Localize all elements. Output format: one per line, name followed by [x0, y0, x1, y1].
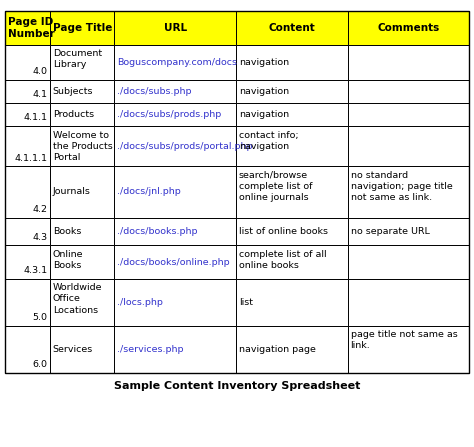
Text: 4.2: 4.2: [32, 205, 47, 214]
Bar: [236, 80, 348, 103]
Bar: [348, 45, 469, 80]
Text: ./docs/subs/prods.php: ./docs/subs/prods.php: [117, 110, 221, 119]
Text: navigation page: navigation page: [238, 345, 316, 354]
Bar: [236, 45, 348, 80]
Bar: [236, 279, 348, 326]
Text: navigation: navigation: [238, 110, 289, 119]
Bar: [114, 45, 236, 80]
Bar: [348, 279, 469, 326]
Bar: [5, 166, 50, 218]
Bar: [50, 11, 114, 45]
Text: 4.1: 4.1: [32, 90, 47, 99]
Text: Comments: Comments: [377, 23, 440, 33]
Bar: [50, 126, 114, 166]
Text: ./docs/books.php: ./docs/books.php: [117, 227, 198, 236]
Bar: [236, 218, 348, 245]
Bar: [236, 166, 348, 218]
Text: ./services.php: ./services.php: [117, 345, 183, 354]
Text: Products: Products: [53, 110, 94, 119]
Bar: [5, 245, 50, 279]
Text: no standard
navigation; page title
not same as link.: no standard navigation; page title not s…: [351, 171, 452, 202]
Bar: [5, 11, 469, 373]
Text: 4.0: 4.0: [32, 67, 47, 76]
Text: list: list: [238, 298, 253, 307]
Bar: [50, 103, 114, 126]
Bar: [114, 80, 236, 103]
Bar: [50, 80, 114, 103]
Text: ./docs/subs/prods/portal.php: ./docs/subs/prods/portal.php: [117, 142, 253, 151]
Bar: [5, 103, 50, 126]
Bar: [348, 126, 469, 166]
Text: ./locs.php: ./locs.php: [117, 298, 163, 307]
Bar: [5, 11, 50, 45]
Bar: [50, 218, 114, 245]
Bar: [348, 326, 469, 373]
Text: search/browse
complete list of
online journals: search/browse complete list of online jo…: [238, 171, 312, 202]
Bar: [114, 166, 236, 218]
Bar: [50, 245, 114, 279]
Text: ./docs/books/online.php: ./docs/books/online.php: [117, 257, 230, 267]
Text: complete list of all
online books: complete list of all online books: [238, 250, 326, 270]
Text: Books: Books: [53, 227, 81, 236]
Text: navigation: navigation: [238, 87, 289, 96]
Bar: [114, 11, 236, 45]
Text: ./docs/jnl.php: ./docs/jnl.php: [117, 187, 181, 197]
Text: contact info;
navigation: contact info; navigation: [238, 131, 298, 151]
Bar: [348, 103, 469, 126]
Bar: [114, 279, 236, 326]
Bar: [5, 218, 50, 245]
Bar: [5, 326, 50, 373]
Text: 4.3.1: 4.3.1: [23, 266, 47, 275]
Bar: [50, 326, 114, 373]
Text: 4.1.1.1: 4.1.1.1: [14, 154, 47, 163]
Bar: [348, 245, 469, 279]
Text: Welcome to
the Products
Portal: Welcome to the Products Portal: [53, 131, 113, 162]
Text: navigation: navigation: [238, 58, 289, 67]
Bar: [114, 326, 236, 373]
Text: Page Title: Page Title: [53, 23, 113, 33]
Text: Content: Content: [268, 23, 315, 33]
Text: Journals: Journals: [53, 187, 91, 197]
Bar: [114, 126, 236, 166]
Text: Subjects: Subjects: [53, 87, 93, 96]
Bar: [236, 11, 348, 45]
Text: Document
Library: Document Library: [53, 49, 102, 69]
Bar: [348, 218, 469, 245]
Text: Sample Content Inventory Spreadsheet: Sample Content Inventory Spreadsheet: [114, 381, 360, 391]
Text: 5.0: 5.0: [32, 313, 47, 322]
Bar: [114, 245, 236, 279]
Text: 4.1.1: 4.1.1: [23, 114, 47, 122]
Text: page title not same as
link.: page title not same as link.: [351, 330, 457, 350]
Bar: [114, 218, 236, 245]
Text: 6.0: 6.0: [32, 360, 47, 369]
Bar: [50, 45, 114, 80]
Text: Services: Services: [53, 345, 93, 354]
Bar: [50, 279, 114, 326]
Bar: [5, 279, 50, 326]
Bar: [236, 126, 348, 166]
Bar: [114, 103, 236, 126]
Text: ./docs/subs.php: ./docs/subs.php: [117, 87, 191, 96]
Bar: [236, 103, 348, 126]
Text: Boguscompany.com/docs: Boguscompany.com/docs: [117, 58, 237, 67]
Text: no separate URL: no separate URL: [351, 227, 429, 236]
Bar: [348, 11, 469, 45]
Text: list of online books: list of online books: [238, 227, 328, 236]
Bar: [5, 80, 50, 103]
Text: 4.3: 4.3: [32, 233, 47, 242]
Bar: [348, 80, 469, 103]
Bar: [5, 126, 50, 166]
Bar: [50, 166, 114, 218]
Text: Online
Books: Online Books: [53, 250, 83, 270]
Bar: [5, 45, 50, 80]
Bar: [236, 245, 348, 279]
Text: Worldwide
Office
Locations: Worldwide Office Locations: [53, 283, 102, 315]
Text: URL: URL: [164, 23, 187, 33]
Bar: [348, 166, 469, 218]
Bar: [236, 326, 348, 373]
Text: Page ID
Number: Page ID Number: [8, 17, 55, 39]
